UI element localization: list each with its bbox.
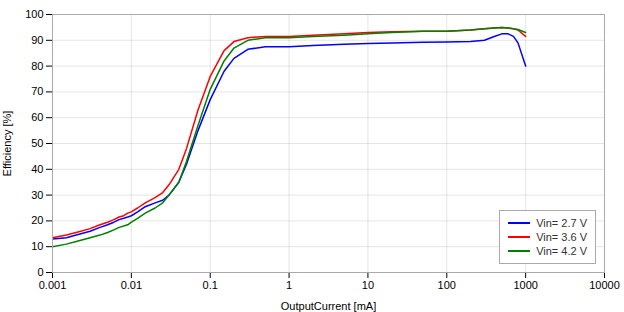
svg-text:OutputCurrent [mA]: OutputCurrent [mA] — [281, 300, 376, 312]
svg-text:0.01: 0.01 — [121, 279, 142, 291]
svg-text:10000: 10000 — [589, 279, 620, 291]
svg-text:30: 30 — [31, 189, 43, 201]
svg-text:10: 10 — [362, 279, 374, 291]
svg-text:Efficiency [%]: Efficiency [%] — [1, 111, 13, 177]
html-text:Vin= 2.7 V: Vin= 2.7 V — [536, 217, 587, 229]
svg-text:10: 10 — [31, 240, 43, 252]
svg-text:1: 1 — [286, 279, 292, 291]
svg-text:90: 90 — [31, 34, 43, 46]
svg-text:50: 50 — [31, 137, 43, 149]
svg-text:0.001: 0.001 — [39, 279, 67, 291]
html-text:Vin= 3.6 V: Vin= 3.6 V — [536, 231, 587, 243]
svg-text:40: 40 — [31, 163, 43, 175]
svg-text:100: 100 — [438, 279, 456, 291]
svg-text:1000: 1000 — [513, 279, 537, 291]
svg-text:0.1: 0.1 — [203, 279, 218, 291]
svg-text:20: 20 — [31, 214, 43, 226]
svg-text:0: 0 — [37, 266, 43, 278]
svg-text:70: 70 — [31, 85, 43, 97]
svg-text:60: 60 — [31, 111, 43, 123]
svg-text:80: 80 — [31, 60, 43, 72]
svg-text:100: 100 — [25, 8, 43, 20]
html-text:Vin= 4.2 V: Vin= 4.2 V — [536, 245, 587, 257]
